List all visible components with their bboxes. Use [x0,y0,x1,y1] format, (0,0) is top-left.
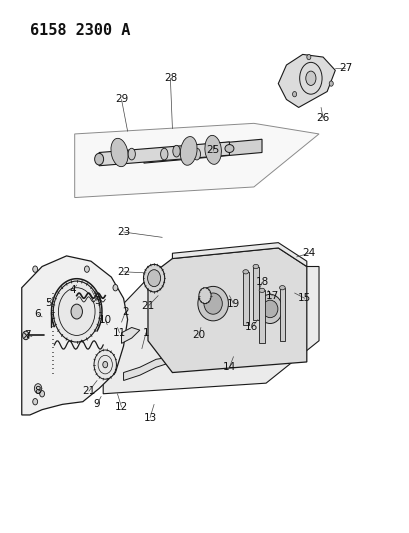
Text: 10: 10 [99,314,112,325]
Ellipse shape [213,146,220,157]
Ellipse shape [33,399,38,405]
Text: 6158 2300 A: 6158 2300 A [30,22,130,38]
Ellipse shape [128,148,135,160]
Ellipse shape [262,300,277,318]
Text: 1: 1 [142,328,149,338]
Ellipse shape [252,264,258,269]
Text: 3: 3 [94,296,100,306]
Ellipse shape [111,139,128,167]
Text: 15: 15 [297,293,310,303]
Text: 9: 9 [94,399,100,409]
Ellipse shape [143,264,164,292]
FancyBboxPatch shape [242,272,248,325]
Ellipse shape [53,281,100,342]
Ellipse shape [173,146,180,157]
Ellipse shape [40,391,45,397]
Ellipse shape [84,266,89,272]
Ellipse shape [306,54,310,60]
Polygon shape [22,256,127,415]
Text: 16: 16 [245,322,258,333]
Text: 21: 21 [82,386,95,396]
Text: 6: 6 [35,309,41,319]
Text: 4: 4 [69,285,76,295]
Ellipse shape [94,350,116,379]
Ellipse shape [204,135,221,164]
Polygon shape [123,357,172,381]
Text: 29: 29 [115,94,128,104]
Ellipse shape [33,266,38,272]
Text: 19: 19 [226,298,240,309]
Text: 25: 25 [206,145,219,155]
Ellipse shape [258,288,264,293]
Ellipse shape [242,270,248,274]
Text: 21: 21 [141,301,154,311]
Text: 2: 2 [122,306,128,317]
Text: 18: 18 [255,277,268,287]
Text: 11: 11 [112,328,126,338]
Ellipse shape [328,81,333,86]
Ellipse shape [160,148,168,160]
Polygon shape [103,266,318,394]
Ellipse shape [198,288,211,304]
Ellipse shape [257,294,282,324]
Text: 20: 20 [192,330,205,341]
Ellipse shape [22,331,29,340]
Ellipse shape [292,92,296,97]
Ellipse shape [147,270,160,287]
Polygon shape [121,327,139,343]
Ellipse shape [71,304,82,319]
Text: 24: 24 [301,248,315,259]
Polygon shape [172,243,306,266]
Polygon shape [99,142,229,166]
Ellipse shape [94,154,103,165]
Text: 12: 12 [115,402,128,412]
FancyBboxPatch shape [252,266,258,319]
Text: 17: 17 [265,290,278,301]
Text: 27: 27 [338,63,351,72]
Ellipse shape [225,144,234,152]
Polygon shape [148,248,306,373]
Ellipse shape [34,384,42,393]
Text: 28: 28 [163,73,177,83]
Polygon shape [278,54,335,108]
Text: 8: 8 [35,386,41,396]
Ellipse shape [113,285,117,291]
Polygon shape [74,123,318,198]
Text: 26: 26 [316,113,329,123]
Polygon shape [144,139,261,163]
Text: 23: 23 [117,227,130,237]
FancyBboxPatch shape [279,288,285,341]
Ellipse shape [305,71,315,85]
Ellipse shape [180,136,197,165]
Text: 7: 7 [25,330,31,341]
Ellipse shape [198,286,228,321]
Ellipse shape [204,293,222,314]
Text: 13: 13 [143,413,156,423]
Text: 22: 22 [117,267,130,277]
Text: 5: 5 [45,297,52,308]
Ellipse shape [103,361,108,368]
Ellipse shape [193,148,200,160]
FancyBboxPatch shape [258,290,264,343]
Ellipse shape [279,286,285,290]
Text: 14: 14 [222,362,236,372]
